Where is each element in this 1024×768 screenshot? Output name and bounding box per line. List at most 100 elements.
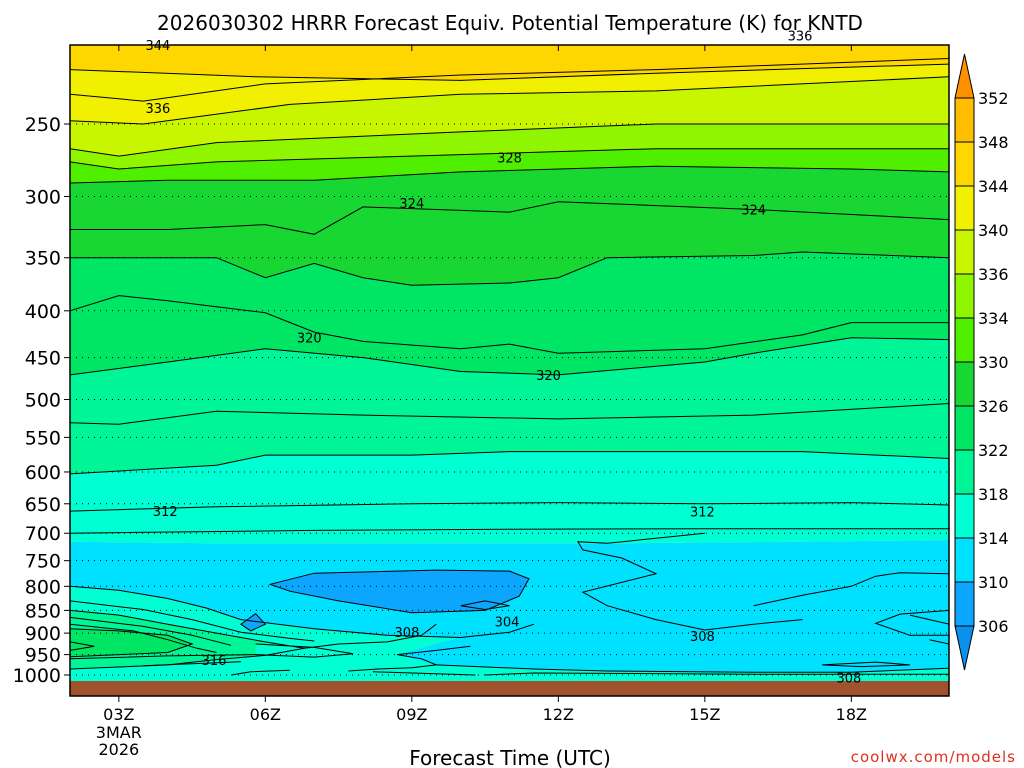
color-band xyxy=(70,45,949,81)
grid-lines xyxy=(70,123,949,676)
contour-line xyxy=(70,628,194,658)
colorbar-segment xyxy=(955,582,974,626)
color-pocket xyxy=(70,628,193,657)
chart-title: 2026030302 HRRR Forecast Equiv. Potentia… xyxy=(157,11,863,35)
color-band xyxy=(70,148,949,183)
colorbar-label: 344 xyxy=(978,177,1009,196)
contour-line xyxy=(143,661,241,667)
contour-line xyxy=(70,251,949,286)
colorbar-label: 306 xyxy=(978,617,1009,636)
contour-line xyxy=(70,585,535,639)
y-tick-label: 350 xyxy=(25,248,61,270)
x-tick-label: 06Z xyxy=(250,705,281,724)
y-tick-label: 850 xyxy=(25,600,61,622)
colorbar-segment xyxy=(955,274,974,318)
contour-line xyxy=(240,613,267,632)
colorbar-segment xyxy=(955,538,974,582)
colorbar-label: 352 xyxy=(978,89,1009,108)
ground xyxy=(70,681,949,696)
y-tick-label: 500 xyxy=(25,390,61,412)
contour-line xyxy=(70,165,949,184)
contour-label: 308 xyxy=(836,671,861,686)
contour-line xyxy=(348,645,471,672)
colorbar-segment xyxy=(955,450,974,494)
x-tick-date: 3MAR xyxy=(96,723,142,742)
y-tick-label: 1000 xyxy=(13,665,61,687)
color-band xyxy=(70,124,949,169)
colorbar-label: 334 xyxy=(978,309,1009,328)
contour-line xyxy=(70,502,949,512)
y-tick-label: 450 xyxy=(25,348,61,370)
contour-line xyxy=(70,616,232,646)
colorbar-label: 340 xyxy=(978,221,1009,240)
contour-line xyxy=(70,528,949,534)
contour-line xyxy=(909,614,949,625)
contour-line xyxy=(70,623,437,670)
colorbar-segment xyxy=(955,362,974,406)
contour-line xyxy=(874,609,949,636)
colorbar-segment xyxy=(955,230,974,274)
x-tick-label: 03Z xyxy=(103,705,134,724)
y-tick-label: 550 xyxy=(25,427,61,449)
contour-line xyxy=(436,664,949,673)
plot-area xyxy=(70,45,949,696)
contour-line xyxy=(70,148,949,170)
contour-line xyxy=(460,600,510,611)
color-band xyxy=(70,76,949,157)
contour-line xyxy=(70,451,949,475)
colorbar-over-arrow xyxy=(954,53,975,99)
contour-label: 308 xyxy=(395,626,420,641)
color-pocket xyxy=(255,644,354,658)
x-tick-label: 12Z xyxy=(543,705,574,724)
credit-text: coolwx.com/models xyxy=(851,748,1016,766)
x-axis-label: Forecast Time (UTC) xyxy=(409,746,611,768)
y-tick-label: 600 xyxy=(25,462,61,484)
contour-label: 308 xyxy=(690,630,715,645)
contour-line xyxy=(372,671,476,676)
contour-label: 328 xyxy=(497,152,522,167)
colorbar-label: 318 xyxy=(978,485,1009,504)
y-tick-label: 750 xyxy=(25,551,61,573)
contour-label: 320 xyxy=(297,332,322,347)
contour-label: 320 xyxy=(536,369,561,384)
colorbar-label: 326 xyxy=(978,397,1009,416)
y-tick-label: 650 xyxy=(25,494,61,516)
contour-label: 304 xyxy=(495,615,520,630)
color-band xyxy=(70,252,949,375)
contour-line xyxy=(576,532,803,631)
contour-line xyxy=(485,672,949,676)
y-tick-label: 250 xyxy=(25,114,61,136)
color-pocket xyxy=(270,570,529,613)
plot-frame xyxy=(69,44,950,697)
colorbar-label: 336 xyxy=(978,265,1009,284)
color-band xyxy=(70,337,949,474)
contour-label: 324 xyxy=(741,203,766,218)
contour-line xyxy=(70,641,95,651)
contour-line xyxy=(70,600,315,642)
color-band xyxy=(70,451,949,544)
contour-label: 344 xyxy=(145,39,170,54)
y-tick-label: 300 xyxy=(25,186,61,208)
axes: 2503003504004505005506006507007508008509… xyxy=(13,45,867,759)
colorbar-under-arrow xyxy=(954,625,975,671)
contour-line xyxy=(70,76,949,125)
contour-line xyxy=(821,661,910,668)
colorbar-label: 310 xyxy=(978,573,1009,592)
contour-line xyxy=(70,643,354,660)
contour-line xyxy=(753,572,949,607)
y-tick-label: 700 xyxy=(25,523,61,545)
contour-line xyxy=(70,337,949,376)
y-tick-label: 950 xyxy=(25,645,61,667)
colorbar-label: 322 xyxy=(978,441,1009,460)
contour-label: 312 xyxy=(690,506,715,521)
contour-line xyxy=(70,201,949,235)
y-tick-label: 400 xyxy=(25,301,61,323)
contour-line xyxy=(70,403,949,425)
contour-label: 316 xyxy=(202,654,227,669)
colorbar-segment xyxy=(955,142,974,186)
contour-label: 312 xyxy=(153,505,178,520)
colorbar-segment xyxy=(955,494,974,538)
contour-line xyxy=(70,623,217,653)
contour-line xyxy=(70,609,305,649)
colorbar-segment xyxy=(955,98,974,142)
